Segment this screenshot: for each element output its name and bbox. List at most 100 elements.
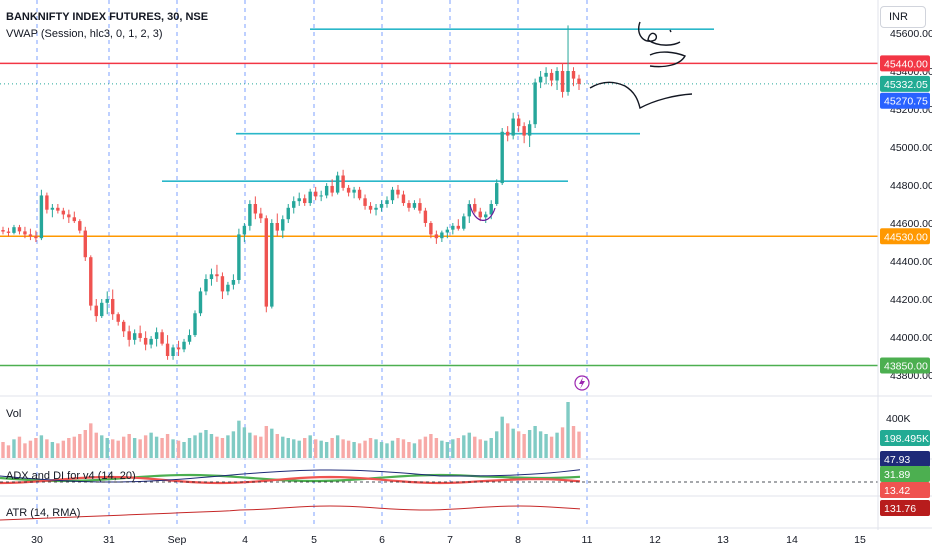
adx-legend: ADX and DI for v4 (14, 20)	[6, 470, 136, 482]
candle-body	[456, 225, 461, 229]
candle-body	[248, 204, 252, 226]
candle-body	[1, 230, 5, 232]
volume-bars	[1, 402, 581, 458]
volume-bar	[154, 436, 159, 458]
volume-bar	[489, 438, 493, 458]
volume-bar	[100, 435, 104, 458]
candle-body	[215, 274, 219, 277]
volume-bar	[50, 442, 55, 458]
candle-body	[346, 187, 351, 193]
volume-bar	[330, 438, 334, 458]
volume-bar	[385, 443, 389, 458]
volume-bar	[484, 440, 488, 458]
candle-body	[209, 274, 214, 280]
volume-bar	[511, 428, 515, 458]
atr-badge: 131.76	[884, 503, 916, 515]
candle-body	[544, 72, 548, 77]
candle-body	[335, 175, 340, 193]
candle-body	[401, 194, 406, 204]
candle-body	[429, 223, 433, 235]
volume-bar	[324, 442, 329, 458]
volume-bar	[215, 436, 219, 458]
volume-bar	[237, 420, 241, 458]
currency-selector[interactable]: INR	[880, 6, 926, 28]
volume-bar	[319, 440, 323, 458]
volume-bar	[89, 423, 93, 458]
time-tick-label: 15	[854, 534, 866, 546]
atr-legend: ATR (14, RMA)	[6, 507, 80, 519]
time-tick-label: 13	[717, 534, 729, 546]
horizontal-levels[interactable]	[0, 62, 878, 367]
candle-body	[23, 231, 27, 235]
volume-current-badge-bg	[880, 430, 930, 446]
volume-bar	[182, 442, 186, 458]
volume-bar	[105, 438, 109, 458]
candle-body	[259, 213, 263, 219]
last-price-badge: 45332.05	[884, 79, 928, 91]
green-level-badge: 43850.00	[884, 361, 928, 373]
volume-bar	[390, 440, 395, 458]
time-tick-label: 12	[649, 534, 661, 546]
di-minus-line	[0, 475, 581, 485]
candle-body	[132, 333, 137, 340]
time-tick-label: Sep	[168, 534, 187, 546]
candle-body	[577, 78, 581, 84]
volume-bar	[56, 443, 60, 458]
volume-bar	[39, 435, 44, 458]
freehand-drawings[interactable]	[469, 21, 693, 221]
volume-bar	[297, 440, 301, 458]
volume-bar	[204, 430, 208, 458]
candle-body	[121, 321, 126, 332]
volume-bar	[132, 438, 137, 458]
candle-body	[34, 236, 38, 239]
volume-bar	[242, 427, 247, 458]
candle-body	[39, 195, 44, 239]
volume-bar	[346, 440, 351, 458]
volume-bar	[566, 402, 570, 458]
volume-bar	[516, 431, 521, 458]
volume-bar	[270, 428, 274, 458]
volume-bar	[83, 430, 87, 458]
volume-legend: Vol	[6, 408, 21, 420]
volume-bar	[418, 439, 422, 458]
candle-body	[270, 223, 274, 307]
volume-bar	[368, 438, 373, 458]
lightning-icon[interactable]	[574, 375, 590, 391]
drawn-trendlines[interactable]	[162, 28, 714, 182]
volume-bar	[462, 435, 466, 458]
candle-body	[105, 299, 109, 303]
volume-bar	[281, 436, 285, 458]
volume-bar	[429, 434, 433, 458]
candle-body	[297, 198, 301, 202]
volume-bar	[357, 443, 362, 458]
volume-bar	[193, 435, 197, 458]
candle-body	[242, 225, 247, 235]
time-tick-label: 14	[786, 534, 798, 546]
price-tick-label: 44200.00	[890, 294, 932, 306]
volume-bar	[544, 434, 548, 458]
candles[interactable]	[1, 25, 581, 360]
candle-body	[462, 216, 466, 229]
volume-bar	[560, 427, 565, 458]
candle-body	[198, 291, 203, 314]
volume-bar	[533, 426, 537, 458]
candle-body	[396, 189, 400, 195]
time-tick-label: 11	[582, 534, 593, 546]
candle-body	[226, 284, 230, 292]
candle-body	[451, 225, 455, 230]
volume-bar	[308, 435, 312, 458]
adx-badge-bg	[880, 451, 930, 467]
candle-body	[571, 71, 576, 79]
candle-body	[204, 279, 208, 292]
volume-bar	[61, 440, 66, 458]
time-tick-label: 4	[242, 534, 248, 546]
candle-body	[368, 205, 373, 210]
candle-body	[440, 232, 444, 239]
candle-body	[253, 204, 258, 214]
volume-bar	[292, 439, 296, 458]
time-tick-label: 5	[311, 534, 317, 546]
candle-body	[511, 118, 515, 136]
vwap-badge: 45270.75	[884, 96, 928, 108]
